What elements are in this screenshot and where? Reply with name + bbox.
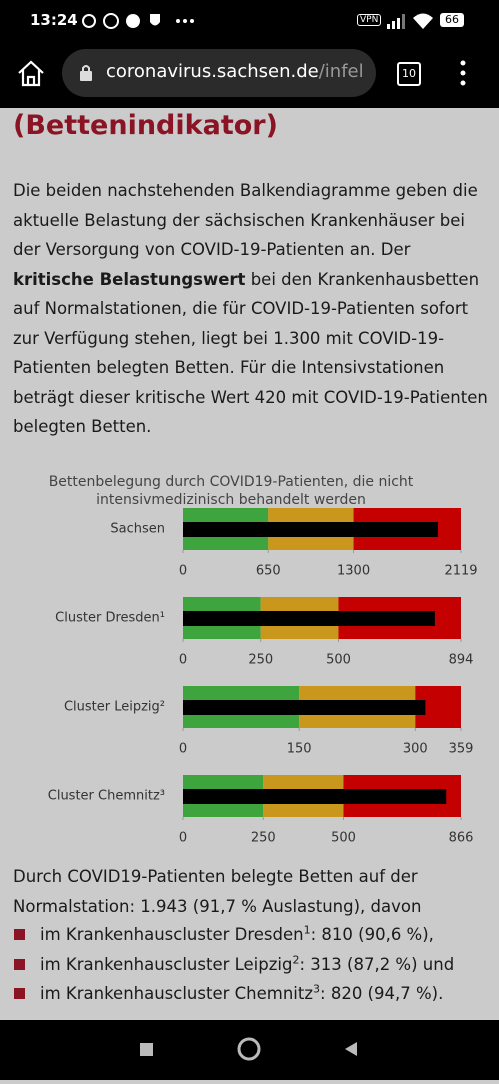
vpn-indicator: VPN <box>357 14 382 26</box>
tick-label: 0 <box>179 653 187 668</box>
status-bar: 13:24 VPN 66 <box>0 0 499 40</box>
bold-text: kritische Belastungswert <box>13 269 246 289</box>
footnote-marker: 3 <box>313 982 321 996</box>
tick-label: 650 <box>256 564 281 579</box>
clock: 13:24 <box>30 11 78 29</box>
lock-icon <box>80 65 92 81</box>
value-bar <box>183 789 447 804</box>
url-host: coronavirus.sachsen.de <box>106 61 319 82</box>
heading: (Bettenindikator) <box>13 110 278 141</box>
nav-buttons <box>140 1037 357 1061</box>
tick-label: 0 <box>179 742 187 757</box>
tick-label: 150 <box>287 742 312 757</box>
tick-label: 0 <box>179 564 187 579</box>
tab-switcher[interactable]: 10 <box>397 62 421 86</box>
footnote-marker: 1 <box>303 923 311 937</box>
tick-label: 2119 <box>444 564 477 579</box>
tick-label: 359 <box>449 742 474 757</box>
value-bar <box>183 700 426 715</box>
chart-title: Bettenbelegung durch COVID19-Patienten, … <box>49 474 414 490</box>
menu-button[interactable] <box>458 59 468 89</box>
url-bar[interactable]: coronavirus.sachsen.de/infel <box>62 49 376 97</box>
bullet-item: im Krankenhauscluster Dresden1: 810 (90,… <box>13 920 493 950</box>
tick-label: 300 <box>403 742 428 757</box>
tick-label: 1300 <box>337 564 370 579</box>
chart-title: intensivmedizinisch behandelt werden <box>96 492 366 508</box>
value-bar <box>183 522 438 537</box>
home-nav-button[interactable] <box>237 1037 261 1061</box>
bullet-text: : 313 (87,2 %) und <box>299 954 455 974</box>
bullet-text: : 820 (94,7 %). <box>320 984 444 1003</box>
bullet-text: im Krankenhauscluster Chemnitz <box>40 984 314 1003</box>
tick-label: 500 <box>326 653 351 668</box>
tick-label: 866 <box>449 831 474 846</box>
nav-bar <box>0 1020 499 1080</box>
panel-label: Sachsen <box>110 522 165 537</box>
battery: 66 <box>440 13 464 27</box>
recents-button[interactable] <box>140 1043 153 1056</box>
intro-paragraph: Die beiden nachstehenden Balkendiagramme… <box>13 176 489 442</box>
footnote-marker: 2 <box>292 953 300 966</box>
page-content: (Bettenindikator) Die beiden nachstehend… <box>0 108 499 1020</box>
bullet-list: im Krankenhauscluster Dresden1: 810 (90,… <box>13 920 493 1009</box>
signal-icons <box>387 13 433 29</box>
tick-label: 500 <box>331 831 356 846</box>
text: Die beiden nachstehenden Balkendiagramme… <box>13 181 478 259</box>
summary: Durch COVID19-Patienten belegte Betten a… <box>13 867 422 916</box>
bullet-chart: Bettenbelegung durch COVID19-Patienten, … <box>48 474 478 846</box>
text: bei den Krankenhausbetten auf Normalstat… <box>13 269 488 437</box>
bullet-text: im Krankenhauscluster Dresden <box>40 925 304 944</box>
panel-label: Cluster Leipzig² <box>64 700 165 715</box>
value-bar <box>183 611 435 626</box>
panel-label: Cluster Chemnitz³ <box>48 789 165 804</box>
home-button[interactable] <box>16 59 46 89</box>
bullet-text: im Krankenhauscluster Leipzig <box>40 954 293 974</box>
tick-label: 250 <box>248 653 273 668</box>
bullet-text: : 810 (90,6 %), <box>310 925 434 944</box>
panel-label: Cluster Dresden¹ <box>55 611 165 626</box>
bullet-item: im Krankenhauscluster Leipzig2: 313 (87,… <box>13 950 493 980</box>
bullet-item: im Krankenhauscluster Chemnitz3: 820 (94… <box>13 979 493 1009</box>
tick-label: 250 <box>251 831 276 846</box>
back-button[interactable] <box>345 1042 357 1056</box>
tick-label: 894 <box>449 653 474 668</box>
browser-toolbar: coronavirus.sachsen.de/infel 10 <box>0 40 499 108</box>
url-path: /infel <box>318 61 364 82</box>
tick-label: 0 <box>179 831 187 846</box>
status-icons <box>82 13 194 29</box>
